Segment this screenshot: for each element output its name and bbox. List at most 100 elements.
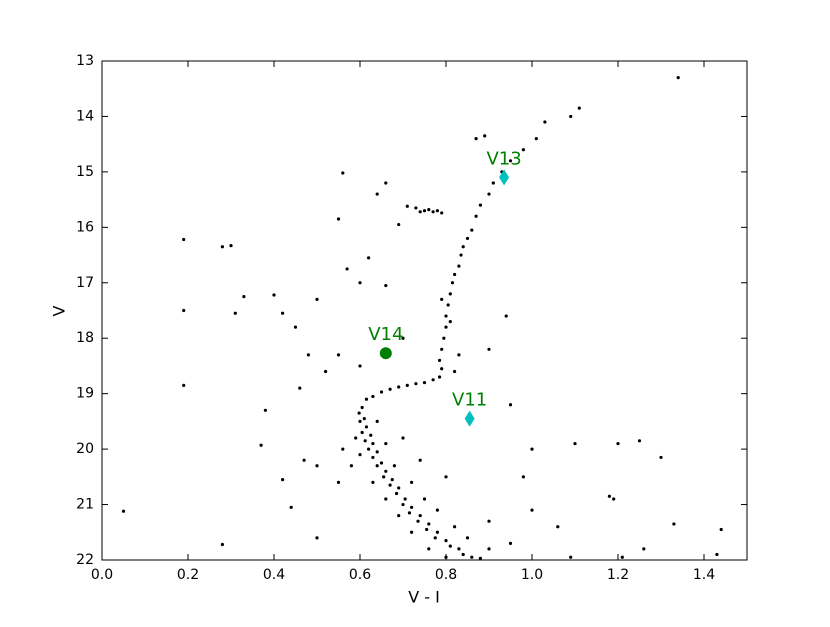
star-point bbox=[182, 383, 186, 387]
star-point bbox=[358, 453, 362, 457]
star-point bbox=[364, 397, 369, 401]
star-point bbox=[401, 436, 405, 440]
star-point bbox=[573, 441, 577, 446]
star-point bbox=[341, 447, 345, 451]
star-point bbox=[427, 547, 431, 551]
star-point bbox=[457, 264, 461, 268]
star-point bbox=[388, 483, 392, 487]
y-tick-label: 18 bbox=[76, 330, 94, 346]
star-point bbox=[375, 464, 379, 468]
star-point bbox=[450, 281, 455, 285]
star-point bbox=[371, 480, 375, 484]
star-point bbox=[384, 181, 388, 185]
star-point bbox=[448, 292, 452, 296]
variable-star-label: V13 bbox=[486, 148, 521, 169]
star-point bbox=[508, 541, 513, 545]
star-point bbox=[425, 527, 429, 532]
star-point bbox=[358, 281, 362, 285]
star-point bbox=[453, 525, 457, 529]
star-point bbox=[616, 441, 620, 446]
star-point bbox=[367, 447, 371, 451]
star-point bbox=[375, 192, 379, 196]
star-point bbox=[363, 439, 367, 443]
star-point bbox=[672, 522, 676, 526]
star-point bbox=[263, 408, 267, 412]
star-point bbox=[384, 497, 388, 501]
star-point bbox=[360, 405, 364, 410]
star-point bbox=[410, 505, 414, 509]
star-point bbox=[487, 192, 491, 196]
star-point bbox=[543, 120, 547, 124]
star-point bbox=[521, 475, 526, 479]
star-point bbox=[407, 511, 412, 515]
star-point bbox=[371, 455, 375, 460]
star-point bbox=[336, 353, 341, 357]
star-point bbox=[357, 411, 361, 415]
star-point bbox=[431, 378, 435, 382]
star-point bbox=[242, 295, 246, 299]
x-tick-label: 0.4 bbox=[263, 567, 285, 583]
star-point bbox=[229, 244, 233, 248]
star-point bbox=[367, 256, 371, 260]
star-point bbox=[487, 347, 491, 351]
x-tick-label: 0.6 bbox=[349, 567, 371, 583]
star-point bbox=[435, 209, 439, 213]
star-point bbox=[444, 325, 448, 329]
star-point bbox=[715, 552, 719, 557]
x-tick-label: 1.4 bbox=[693, 567, 715, 583]
star-point bbox=[315, 297, 319, 302]
star-point bbox=[375, 450, 379, 454]
star-point bbox=[642, 547, 646, 551]
star-point bbox=[530, 508, 534, 512]
star-point bbox=[394, 491, 399, 496]
star-point bbox=[422, 497, 427, 501]
star-point bbox=[182, 237, 186, 242]
star-point bbox=[530, 447, 534, 451]
star-point bbox=[390, 478, 394, 482]
star-point bbox=[375, 419, 379, 423]
star-point bbox=[470, 228, 474, 232]
star-point bbox=[418, 514, 422, 518]
star-point bbox=[259, 443, 263, 447]
star-point bbox=[437, 358, 442, 362]
star-point bbox=[440, 367, 444, 371]
y-tick-label: 22 bbox=[76, 552, 94, 568]
star-point bbox=[233, 311, 237, 315]
star-point bbox=[427, 522, 431, 526]
star-point bbox=[659, 455, 663, 460]
star-point bbox=[569, 555, 573, 559]
star-point bbox=[457, 547, 461, 551]
star-point bbox=[453, 272, 457, 277]
star-point bbox=[448, 319, 452, 324]
x-tick-label: 0.2 bbox=[177, 567, 199, 583]
star-point bbox=[577, 106, 581, 110]
star-point bbox=[414, 206, 418, 210]
x-tick-label: 0.8 bbox=[435, 567, 457, 583]
star-point bbox=[336, 217, 341, 221]
star-point bbox=[336, 480, 341, 484]
star-point bbox=[483, 134, 487, 138]
star-point bbox=[410, 530, 414, 534]
star-point bbox=[345, 267, 349, 271]
star-point bbox=[508, 159, 513, 163]
star-point bbox=[382, 475, 386, 479]
star-point bbox=[607, 494, 612, 498]
y-tick-label: 19 bbox=[76, 386, 94, 402]
y-tick-label: 17 bbox=[76, 275, 94, 291]
x-axis-label: V - I bbox=[408, 588, 440, 607]
star-point bbox=[612, 497, 616, 501]
star-point bbox=[437, 375, 442, 379]
star-point bbox=[392, 464, 396, 468]
star-point bbox=[435, 530, 439, 534]
star-point bbox=[422, 209, 427, 213]
star-point bbox=[534, 137, 538, 141]
star-point bbox=[487, 519, 491, 523]
star-point bbox=[440, 297, 444, 302]
star-point bbox=[433, 536, 437, 540]
star-point bbox=[465, 536, 470, 540]
star-point bbox=[418, 458, 422, 462]
star-point bbox=[369, 433, 373, 437]
star-point bbox=[384, 283, 388, 288]
star-point bbox=[315, 536, 319, 540]
variable-star-marker bbox=[499, 169, 510, 186]
